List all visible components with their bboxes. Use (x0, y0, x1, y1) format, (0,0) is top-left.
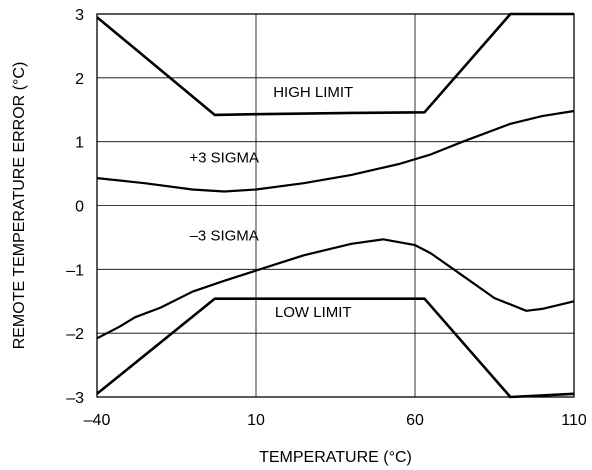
annotation-2: –3 SIGMA (190, 228, 259, 245)
x-tick-label: 60 (406, 412, 424, 429)
y-tick-label: –3 (66, 390, 84, 407)
annotation-3: LOW LIMIT (275, 304, 352, 321)
y-tick-label: –2 (66, 326, 84, 343)
x-tick-label: 10 (247, 412, 265, 429)
y-tick-label: 2 (75, 71, 84, 88)
series-line-3-sigma (96, 238, 575, 340)
annotations-group: HIGH LIMIT +3 SIGMA –3 SIGMA LOW LIMIT (189, 84, 353, 321)
y-axis-label: REMOTE TEMPERATURE ERROR (°C) (11, 62, 28, 350)
annotation-0: HIGH LIMIT (273, 84, 353, 101)
y-tick-label: –1 (66, 262, 84, 279)
series-line-high-limit (96, 12, 574, 117)
y-tick-labels: –3 –2 –1 0 1 2 3 (66, 7, 84, 407)
series-line-3-sigma (96, 109, 575, 193)
y-tick-label: 1 (75, 135, 84, 152)
x-tick-labels: –40 10 60 110 (84, 412, 587, 429)
y-tick-label: 3 (75, 7, 84, 24)
x-tick-label: 110 (561, 412, 587, 429)
plot-frame (96, 13, 575, 398)
series-line-low-limit (96, 297, 575, 399)
series-group (96, 12, 575, 399)
grid (96, 13, 575, 398)
annotation-1: +3 SIGMA (189, 150, 259, 167)
y-tick-label: 0 (75, 199, 84, 216)
x-tick-label: –40 (84, 412, 111, 429)
x-axis-label: TEMPERATURE (°C) (259, 449, 412, 466)
